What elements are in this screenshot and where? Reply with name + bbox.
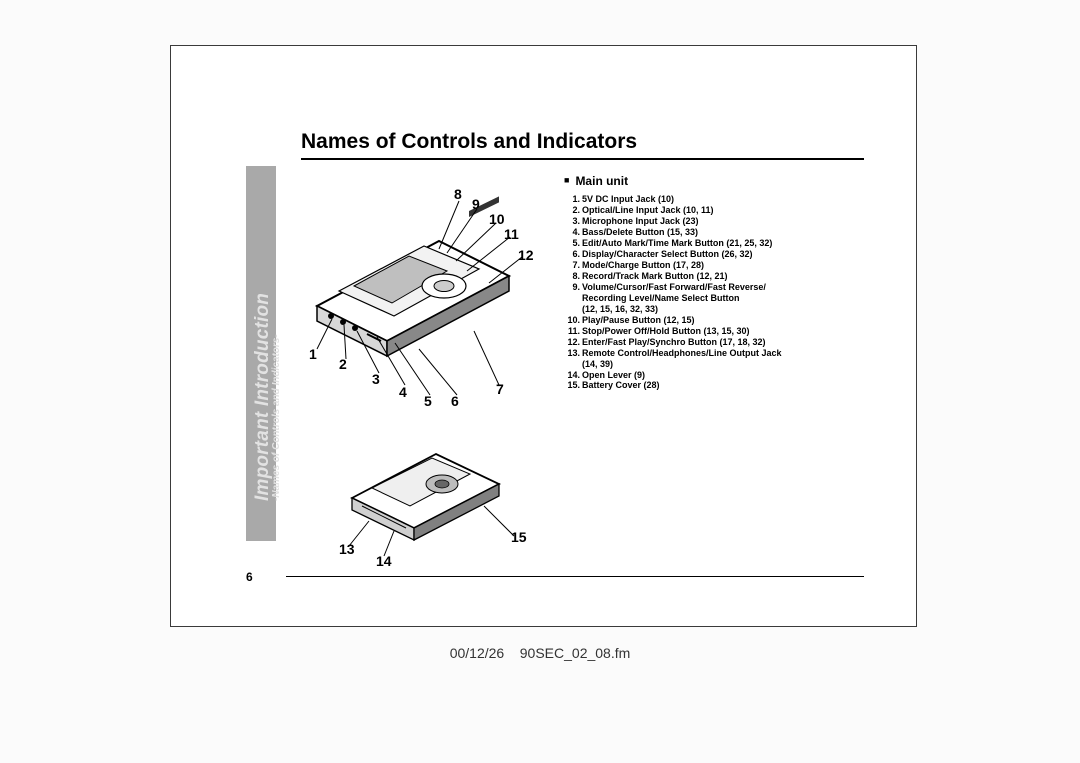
callout-number: 11 bbox=[504, 226, 519, 242]
control-item: 14.Open Lever (9) bbox=[566, 370, 866, 381]
control-item: 4.Bass/Delete Button (15, 33) bbox=[566, 227, 866, 238]
control-text: Volume/Cursor/Fast Forward/Fast Reverse/ bbox=[582, 282, 766, 293]
control-item: (12, 15, 16, 32, 33) bbox=[566, 304, 866, 315]
footer: 00/12/26 90SEC_02_08.fm bbox=[0, 645, 1080, 661]
footer-date: 00/12/26 bbox=[450, 645, 505, 661]
callout-number: 14 bbox=[376, 553, 392, 569]
callout-number: 1 bbox=[309, 346, 317, 362]
sidebar-subtitle: -Names of Controls and Indicators- bbox=[271, 334, 282, 501]
control-item: 9.Volume/Cursor/Fast Forward/Fast Revers… bbox=[566, 282, 866, 293]
control-text: Recording Level/Name Select Button bbox=[566, 293, 740, 304]
control-item: (14, 39) bbox=[566, 359, 866, 370]
callout-number: 6 bbox=[451, 393, 459, 409]
manual-page: Important Introduction -Names of Control… bbox=[170, 45, 917, 627]
control-item: 1.5V DC Input Jack (10) bbox=[566, 194, 866, 205]
control-item: 15.Battery Cover (28) bbox=[566, 380, 866, 391]
control-item: 6.Display/Character Select Button (26, 3… bbox=[566, 249, 866, 260]
control-text: Microphone Input Jack (23) bbox=[582, 216, 699, 227]
control-text: Remote Control/Headphones/Line Output Ja… bbox=[582, 348, 782, 359]
control-text: Stop/Power Off/Hold Button (13, 15, 30) bbox=[582, 326, 750, 337]
callout-number: 5 bbox=[424, 393, 432, 409]
section-heading-text: Main unit bbox=[575, 174, 628, 188]
control-item: 3.Microphone Input Jack (23) bbox=[566, 216, 866, 227]
control-text: (14, 39) bbox=[566, 359, 613, 370]
callout-number: 10 bbox=[489, 211, 505, 227]
footer-file: 90SEC_02_08.fm bbox=[520, 645, 631, 661]
section-heading: ■Main unit bbox=[564, 174, 628, 188]
callout-number: 8 bbox=[454, 186, 462, 202]
control-text: Display/Character Select Button (26, 32) bbox=[582, 249, 753, 260]
page-title: Names of Controls and Indicators bbox=[301, 130, 637, 154]
bottom-rule bbox=[286, 576, 864, 577]
control-item: 8.Record/Track Mark Button (12, 21) bbox=[566, 271, 866, 282]
callout-number: 15 bbox=[511, 529, 527, 545]
title-rule bbox=[301, 158, 864, 160]
controls-list: 1.5V DC Input Jack (10)2.Optical/Line In… bbox=[566, 194, 866, 391]
sidebar: Important Introduction -Names of Control… bbox=[246, 166, 276, 541]
control-text: Open Lever (9) bbox=[582, 370, 645, 381]
control-text: 5V DC Input Jack (10) bbox=[582, 194, 674, 205]
control-item: 7.Mode/Charge Button (17, 28) bbox=[566, 260, 866, 271]
control-item: 12.Enter/Fast Play/Synchro Button (17, 1… bbox=[566, 337, 866, 348]
callout-number: 9 bbox=[472, 196, 480, 212]
control-text: Optical/Line Input Jack (10, 11) bbox=[582, 205, 714, 216]
control-text: Enter/Fast Play/Synchro Button (17, 18, … bbox=[582, 337, 766, 348]
control-text: Play/Pause Button (12, 15) bbox=[582, 315, 695, 326]
control-text: Mode/Charge Button (17, 28) bbox=[582, 260, 704, 271]
page-number: 6 bbox=[246, 570, 253, 584]
control-item: Recording Level/Name Select Button bbox=[566, 293, 866, 304]
leaders-top-svg bbox=[299, 171, 559, 411]
leaders-bottom-svg bbox=[299, 421, 559, 571]
callout-number: 12 bbox=[518, 247, 534, 263]
callout-number: 4 bbox=[399, 384, 407, 400]
callout-number: 3 bbox=[372, 371, 380, 387]
control-item: 2.Optical/Line Input Jack (10, 11) bbox=[566, 205, 866, 216]
control-item: 5.Edit/Auto Mark/Time Mark Button (21, 2… bbox=[566, 238, 866, 249]
control-text: Battery Cover (28) bbox=[582, 380, 660, 391]
control-item: 13.Remote Control/Headphones/Line Output… bbox=[566, 348, 866, 359]
callout-number: 2 bbox=[339, 356, 347, 372]
control-item: 10.Play/Pause Button (12, 15) bbox=[566, 315, 866, 326]
control-item: 11.Stop/Power Off/Hold Button (13, 15, 3… bbox=[566, 326, 866, 337]
callout-number: 13 bbox=[339, 541, 355, 557]
control-text: Edit/Auto Mark/Time Mark Button (21, 25,… bbox=[582, 238, 772, 249]
control-text: (12, 15, 16, 32, 33) bbox=[566, 304, 658, 315]
control-text: Record/Track Mark Button (12, 21) bbox=[582, 271, 728, 282]
control-text: Bass/Delete Button (15, 33) bbox=[582, 227, 698, 238]
callout-number: 7 bbox=[496, 381, 504, 397]
device-illustration: 891011121234567131415 bbox=[299, 171, 569, 556]
